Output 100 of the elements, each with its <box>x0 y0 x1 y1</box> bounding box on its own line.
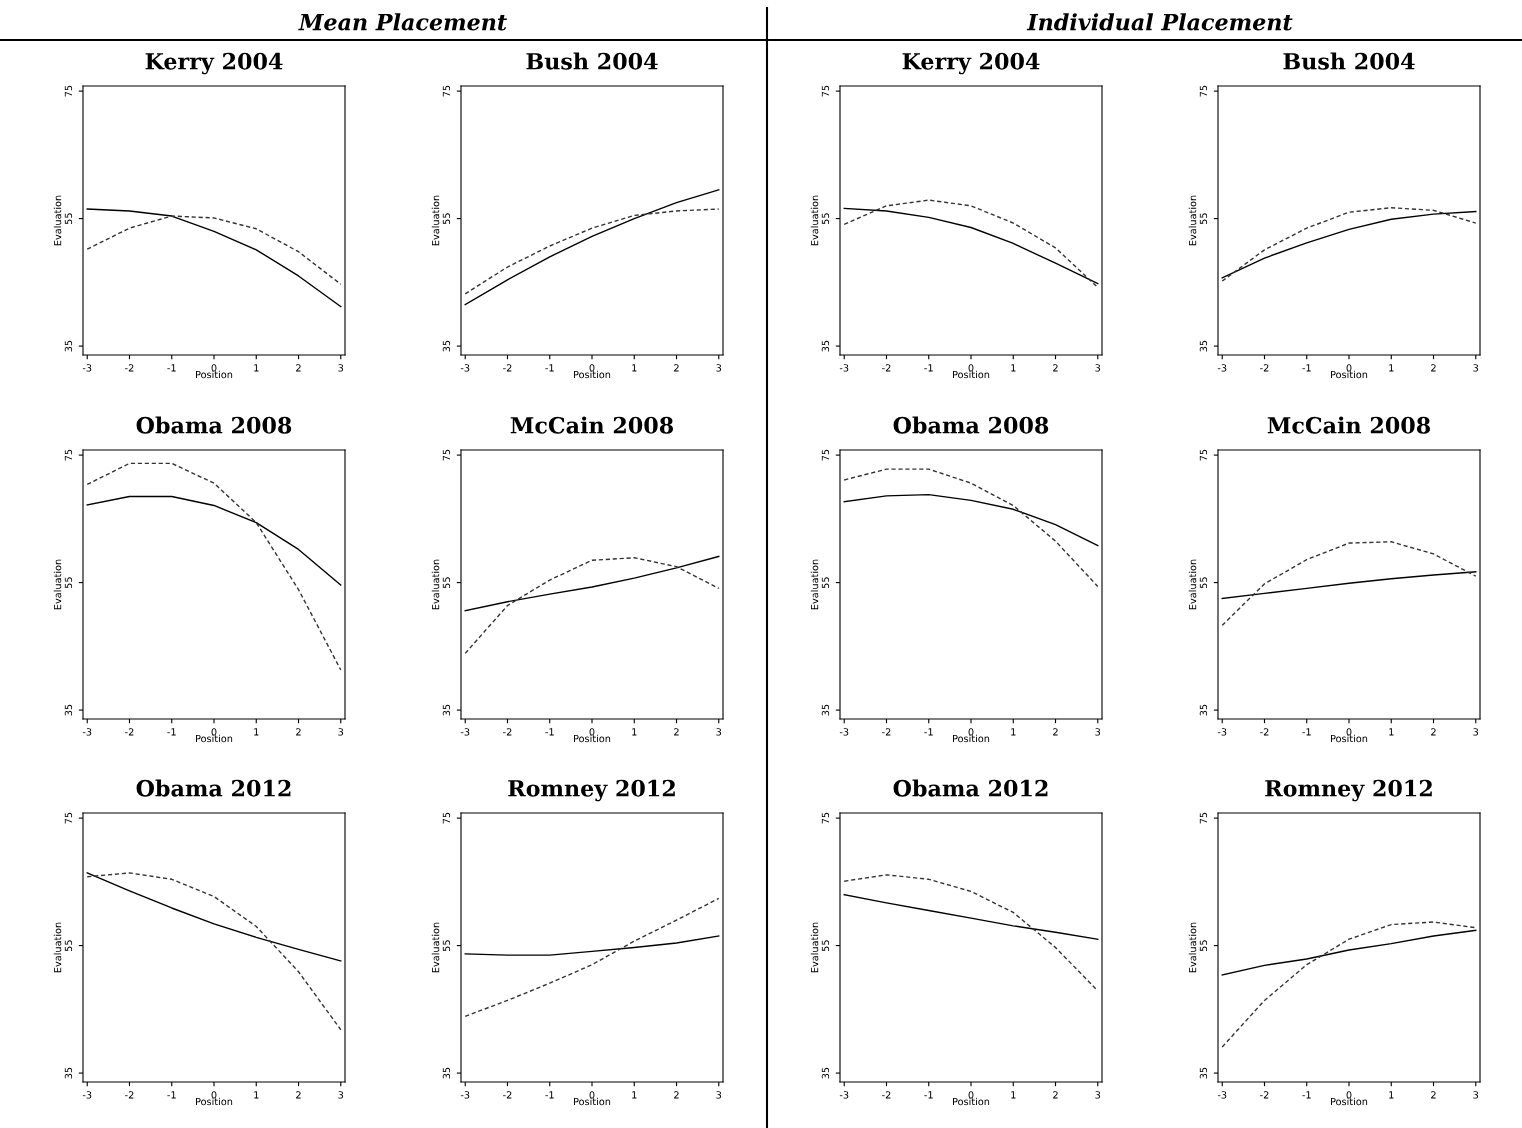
line-series <box>464 557 720 655</box>
x-tick-label: 1 <box>1011 364 1016 372</box>
x-tick-label: -2 <box>503 364 512 372</box>
y-axis-title: Evaluation <box>431 559 440 610</box>
line-series <box>843 874 1099 992</box>
chart-title: Bush 2004 <box>1283 52 1415 70</box>
y-axis-title: Evaluation <box>431 922 440 973</box>
line-series <box>464 189 720 306</box>
x-tick-label: -1 <box>924 728 933 736</box>
x-tick-label: -3 <box>460 728 470 736</box>
x-tick-label: 3 <box>338 1091 344 1099</box>
x-tick-label: 0 <box>211 728 217 736</box>
line-series <box>86 872 342 962</box>
x-tick-label: 1 <box>1389 1091 1394 1099</box>
x-axis-title: Position <box>953 1097 990 1106</box>
y-tick-label: 75 <box>442 85 451 97</box>
x-tick-label: 1 <box>632 1091 637 1099</box>
x-tick-label: 1 <box>1011 728 1016 736</box>
x-tick-label: -1 <box>1302 728 1311 736</box>
chart-title: Obama 2012 <box>893 779 1048 797</box>
x-tick-label: 2 <box>674 364 679 372</box>
y-tick-label: 55 <box>442 213 451 225</box>
y-axis-title: Evaluation <box>810 922 819 973</box>
x-tick-label: -1 <box>167 728 176 736</box>
y-tick-label: 75 <box>821 812 830 824</box>
x-tick-label: 0 <box>589 1091 595 1099</box>
line-series <box>86 215 342 285</box>
chart-title: Kerry 2004 <box>145 52 283 75</box>
x-tick-label: 0 <box>1346 728 1352 736</box>
y-tick-label: 75 <box>64 449 73 461</box>
x-axis-title: Position <box>1331 1097 1368 1106</box>
x-tick-label: 1 <box>1389 728 1394 736</box>
x-tick-label: 2 <box>1431 728 1436 736</box>
chart-title: Obama 2012 <box>136 779 291 797</box>
y-tick-label: 35 <box>1199 1067 1208 1079</box>
y-axis-title: Evaluation <box>810 195 819 246</box>
x-tick-label: -1 <box>1302 1091 1311 1099</box>
chart-title: McCain 2008 <box>1267 416 1431 434</box>
line-series <box>86 462 342 671</box>
x-tick-label: 2 <box>1053 364 1058 372</box>
y-tick-label: 55 <box>821 213 830 225</box>
y-axis-title: Evaluation <box>1188 922 1197 973</box>
x-tick-label: -2 <box>882 364 891 372</box>
x-tick-label: 0 <box>968 728 974 736</box>
chart-title: Obama 2008 <box>893 416 1049 434</box>
x-axis-title: Position <box>196 370 233 379</box>
y-tick-label: 75 <box>1199 812 1208 824</box>
x-tick-label: -3 <box>82 364 92 372</box>
x-tick-label: 0 <box>1346 1091 1352 1099</box>
x-tick-label: -3 <box>839 728 849 736</box>
x-tick-label: 0 <box>968 1091 974 1099</box>
x-axis-title: Position <box>953 734 990 743</box>
x-tick-label: 2 <box>1053 728 1058 736</box>
x-tick-label: 3 <box>716 728 722 736</box>
y-axis-title: Evaluation <box>1188 195 1197 246</box>
y-tick-label: 75 <box>442 812 451 824</box>
line-series <box>843 493 1099 547</box>
line-series <box>86 495 342 586</box>
chart-title: Romney 2012 <box>508 779 675 802</box>
y-tick-label: 75 <box>821 449 830 461</box>
y-tick-label: 55 <box>64 577 73 589</box>
x-tick-label: -2 <box>125 364 134 372</box>
y-tick-label: 35 <box>64 704 73 716</box>
x-tick-label: 1 <box>254 364 259 372</box>
x-tick-label: 1 <box>1011 1091 1016 1099</box>
y-tick-label: 75 <box>64 85 73 97</box>
line-series <box>464 208 720 295</box>
line-series <box>843 468 1099 588</box>
y-tick-label: 55 <box>64 940 73 952</box>
chart-title: Bush 2004 <box>526 52 658 70</box>
y-tick-label: 55 <box>1199 577 1208 589</box>
x-tick-label: -3 <box>82 728 92 736</box>
x-tick-label: -2 <box>1260 1091 1269 1099</box>
chart-title: McCain 2008 <box>510 416 674 434</box>
text: Mean Placement <box>298 13 507 31</box>
x-tick-label: 3 <box>1473 364 1479 372</box>
x-tick-label: -2 <box>503 1091 512 1099</box>
chart-title: Kerry 2004 <box>902 52 1040 75</box>
x-tick-label: -3 <box>1217 1091 1227 1099</box>
y-tick-label: 75 <box>1199 85 1208 97</box>
x-tick-label: 0 <box>968 364 974 372</box>
x-tick-label: -1 <box>167 1091 176 1099</box>
x-tick-label: -2 <box>1260 364 1269 372</box>
y-tick-label: 75 <box>442 449 451 461</box>
x-tick-label: -1 <box>1302 364 1311 372</box>
line-series <box>843 893 1099 940</box>
x-tick-label: 2 <box>1053 1091 1058 1099</box>
x-tick-label: -1 <box>924 1091 933 1099</box>
x-tick-label: 3 <box>1095 364 1101 372</box>
y-tick-label: 55 <box>821 940 830 952</box>
x-tick-label: 0 <box>589 728 595 736</box>
y-tick-label: 75 <box>64 812 73 824</box>
x-tick-label: 0 <box>589 364 595 372</box>
y-axis-title: Evaluation <box>1188 559 1197 610</box>
y-tick-label: 35 <box>1199 340 1208 352</box>
line-series <box>464 897 720 1018</box>
y-tick-label: 55 <box>64 213 73 225</box>
y-tick-label: 35 <box>64 340 73 352</box>
x-tick-label: 3 <box>716 1091 722 1099</box>
y-axis-title: Evaluation <box>431 195 440 246</box>
